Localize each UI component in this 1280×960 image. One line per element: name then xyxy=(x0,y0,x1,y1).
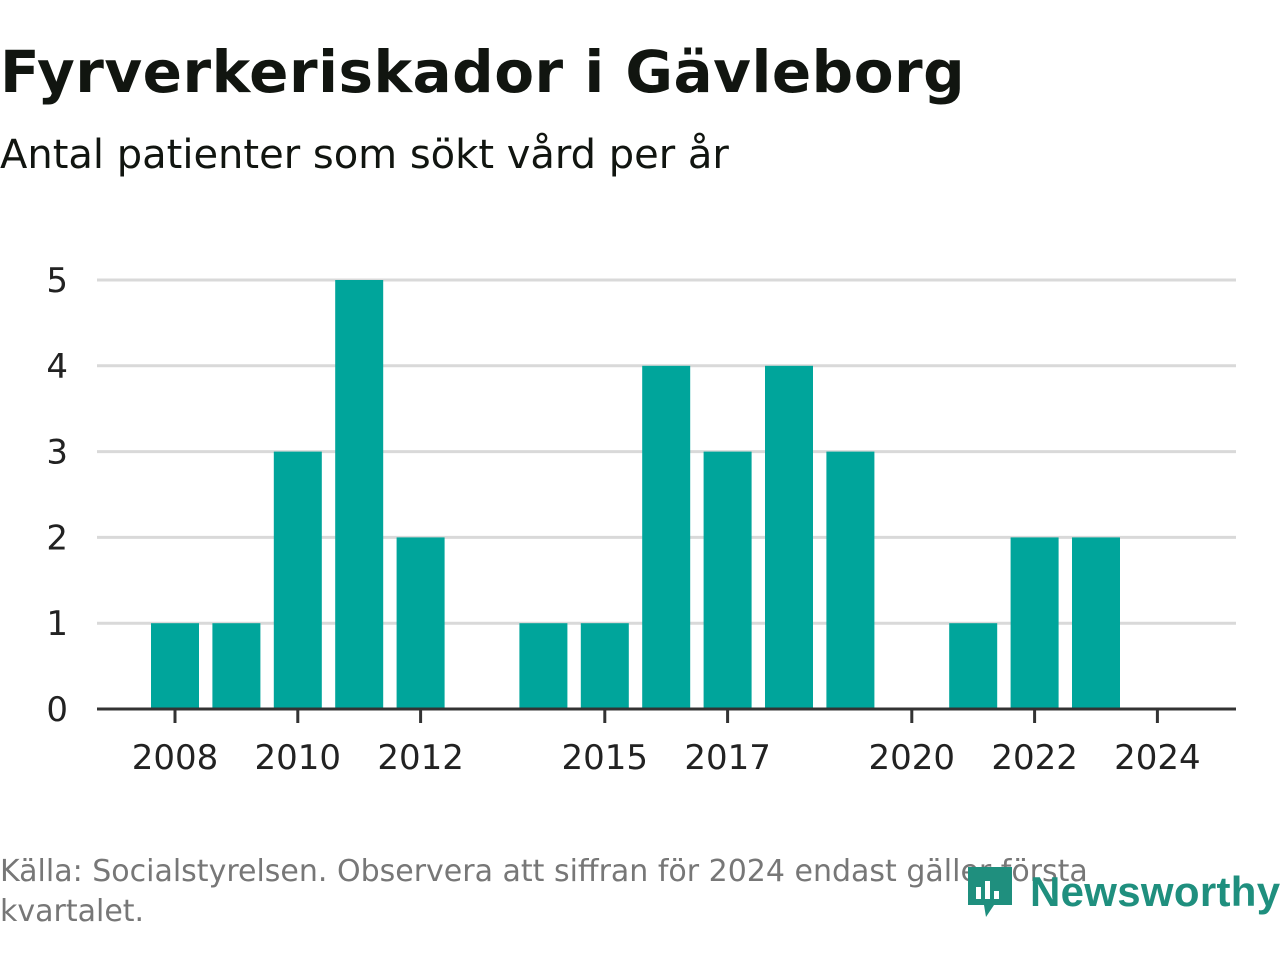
bar-2012 xyxy=(396,537,445,709)
x-tick-label: 2008 xyxy=(132,738,219,778)
source-note: Källa: Socialstyrelsen. Observera att si… xyxy=(0,854,1088,929)
bar-2016 xyxy=(642,365,691,709)
brand-logo: Newsworthy xyxy=(964,862,1280,922)
x-tick-label: 2012 xyxy=(377,738,464,778)
chart-subtitle: Antal patienter som sökt vård per år xyxy=(0,132,729,178)
bar-2022 xyxy=(1010,537,1059,709)
bar-2017 xyxy=(703,451,752,709)
bar-2021 xyxy=(949,623,998,709)
bar-2009 xyxy=(212,623,261,709)
newsworthy-logo-icon xyxy=(968,867,1012,917)
bar-2008 xyxy=(151,623,199,709)
x-tick-label: 2010 xyxy=(255,738,342,778)
y-tick-label: 1 xyxy=(46,604,68,644)
bar-2018 xyxy=(765,365,813,709)
bar-chart: 0 1 2 3 4 5 2008 2010 2012 2015 2017 2020 2022 2024 xyxy=(46,261,1236,778)
x-axis-ticks: 2008 2010 2012 2015 2017 2020 2022 2024 xyxy=(132,709,1201,778)
y-tick-label: 0 xyxy=(46,690,68,730)
x-tick-label: 2024 xyxy=(1114,738,1201,778)
y-tick-label: 2 xyxy=(46,518,68,558)
x-tick-label: 2022 xyxy=(991,738,1078,778)
x-tick-label: 2020 xyxy=(869,738,956,778)
bar-2023 xyxy=(1072,537,1120,709)
x-tick-label: 2017 xyxy=(684,738,771,778)
brand-name: Newsworthy xyxy=(1030,868,1280,915)
bar-2010 xyxy=(273,451,322,709)
x-tick-label: 2015 xyxy=(562,738,649,778)
bar-2019 xyxy=(826,451,875,709)
chart-title: Fyrverkeriskador i Gävleborg xyxy=(0,38,966,106)
y-tick-label: 4 xyxy=(46,347,68,387)
bars xyxy=(151,280,1120,709)
bar-2014 xyxy=(519,623,568,709)
bar-2015 xyxy=(580,623,629,709)
bar-2011 xyxy=(335,280,384,709)
y-tick-label: 3 xyxy=(46,433,68,473)
y-axis-ticks: 0 1 2 3 4 5 xyxy=(46,261,68,730)
y-tick-label: 5 xyxy=(46,261,68,301)
